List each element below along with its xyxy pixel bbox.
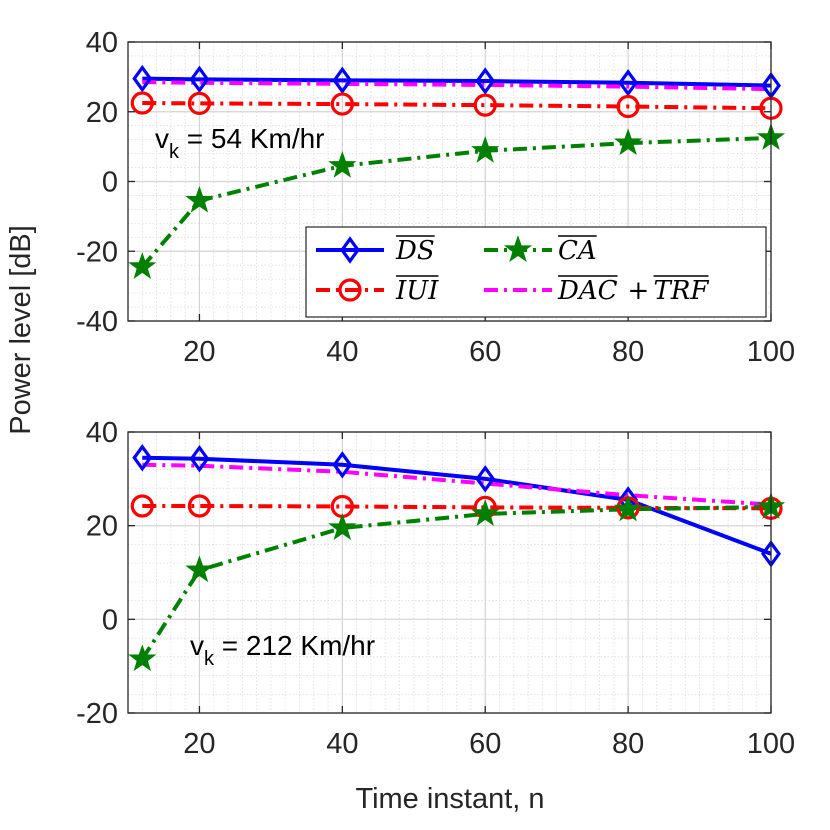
data-point-ds — [475, 465, 496, 493]
data-point-ca — [328, 150, 357, 178]
data-point-iui — [616, 94, 640, 119]
data-point-iui — [187, 91, 212, 115]
data-point-ds — [132, 444, 153, 472]
annotation-subscript: k — [204, 648, 215, 670]
annotation-subscript: k — [169, 141, 180, 163]
x-tick-label: 20 — [183, 336, 215, 368]
plot-area — [128, 432, 771, 713]
speed-annotation: vk = 54 Km/hr — [155, 123, 325, 163]
y-tick-label: 20 — [86, 511, 118, 543]
x-tick-label: 40 — [326, 336, 358, 368]
data-point-ca — [128, 644, 157, 672]
bottom-panel: 20 40 60 80 100 -20 0 20 40 vk = 212 Km/hr — [76, 417, 795, 760]
data-point-ds — [189, 65, 210, 94]
legend-marker-ca — [503, 235, 533, 262]
data-point-ca — [328, 513, 357, 541]
x-tick-label: 40 — [326, 728, 358, 760]
data-point-ds — [189, 444, 210, 473]
legend-marker-iui — [338, 278, 362, 302]
x-axis-label: Time instant, n — [355, 783, 544, 815]
x-tick-label: 80 — [612, 336, 644, 368]
data-point-ds — [132, 64, 153, 93]
data-point-ca — [614, 494, 643, 522]
legend-marker-ds — [340, 236, 360, 264]
legend-label-ds: DS — [395, 236, 435, 266]
series-line-iui — [142, 504, 772, 511]
data-point-ds — [332, 451, 353, 479]
legend-label-dac: DAC — [557, 276, 618, 306]
legend: DS CA IUI DAC + TRF — [305, 226, 767, 318]
data-point-iui — [130, 91, 154, 115]
data-point-ds — [475, 67, 496, 95]
annotation-rest: = 212 Km/hr — [214, 630, 375, 661]
data-point-ca — [471, 135, 500, 163]
y-tick-label: -40 — [76, 306, 118, 338]
legend-label-trf: TRF — [654, 276, 710, 306]
y-tick-label: 40 — [86, 417, 118, 449]
x-tick-label: 100 — [747, 336, 795, 368]
x-tick-label: 80 — [612, 728, 644, 760]
annotation-main: v — [190, 630, 204, 661]
axes-box — [127, 431, 772, 714]
y-tick-label: 20 — [86, 97, 118, 129]
y-tick-label: 0 — [102, 604, 118, 636]
data-point-iui — [473, 93, 497, 117]
y-tick-label: 40 — [86, 27, 118, 59]
annotation-rest: = 54 Km/hr — [179, 123, 325, 154]
y-tick-label: -20 — [76, 236, 118, 268]
y-axis-label: Power level [dB] — [5, 225, 37, 435]
data-point-iui — [187, 494, 212, 518]
series-line-iui — [142, 101, 772, 111]
data-point-ca — [128, 252, 157, 279]
speed-annotation: vk = 212 Km/hr — [190, 630, 375, 670]
data-point-iui — [130, 494, 154, 518]
data-point-iui — [330, 92, 354, 116]
series-line-dac-trf — [142, 462, 772, 507]
y-tick-label: 0 — [102, 167, 118, 199]
x-tick-label: 20 — [183, 728, 215, 760]
x-tick-label: 60 — [469, 336, 501, 368]
data-point-ds — [618, 69, 639, 97]
y-tick-label: -20 — [76, 698, 118, 730]
legend-box — [305, 226, 767, 318]
annotation-main: v — [155, 123, 169, 154]
series-line-dac-trf — [142, 80, 772, 92]
data-point-ca — [471, 499, 500, 526]
data-point-ds — [332, 66, 353, 95]
data-point-ca — [185, 555, 214, 583]
data-point-ca — [614, 128, 643, 156]
x-tick-label: 60 — [469, 728, 501, 760]
legend-label-ca: CA — [558, 236, 597, 266]
series-line-ca — [140, 504, 772, 661]
legend-plus: + — [628, 276, 650, 306]
minor-grid — [127, 431, 772, 714]
legend-label-iui: IUI — [395, 276, 439, 306]
data-point-ca — [185, 185, 214, 213]
x-tick-label: 100 — [747, 728, 795, 760]
